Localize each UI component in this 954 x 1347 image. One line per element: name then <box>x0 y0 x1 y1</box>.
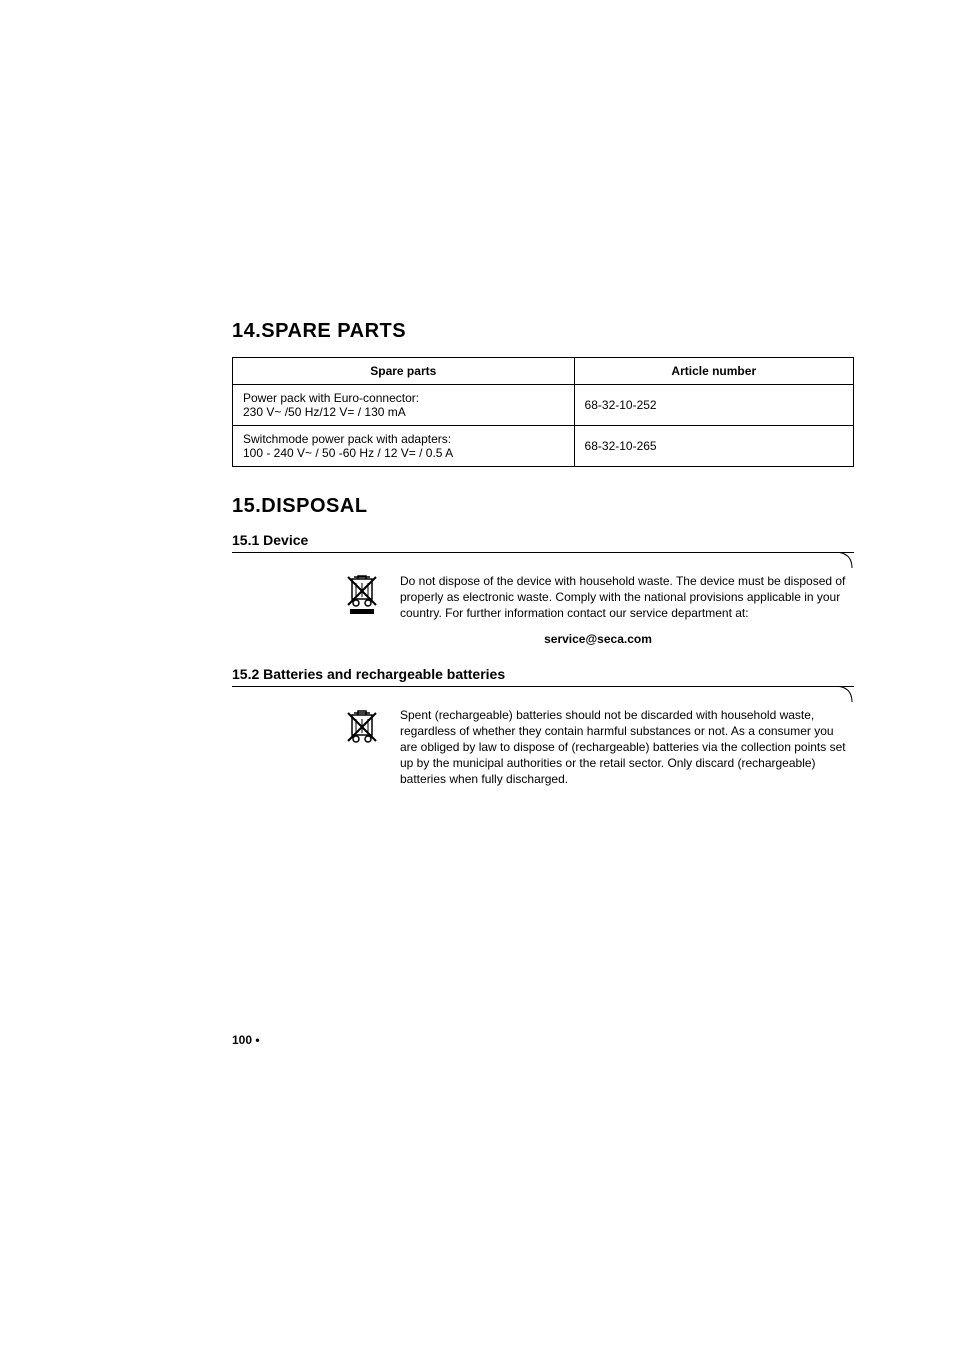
col-header-parts: Spare parts <box>233 358 575 385</box>
cell-part: Power pack with Euro-connector: 230 V~ /… <box>233 385 575 426</box>
heading-spare-parts: 14.SPARE PARTS <box>232 320 854 343</box>
service-email: service@seca.com <box>232 632 854 646</box>
cell-part: Switchmode power pack with adapters: 100… <box>233 426 575 467</box>
part-line1: Power pack with Euro-connector: <box>243 391 419 405</box>
heading-batteries: 15.2 Batteries and rechargeable batterie… <box>232 666 854 682</box>
table-row: Switchmode power pack with adapters: 100… <box>233 426 854 467</box>
cell-article: 68-32-10-252 <box>574 385 853 426</box>
spare-parts-table: Spare parts Article number Power pack wi… <box>232 357 854 467</box>
col-header-article: Article number <box>574 358 853 385</box>
cell-article: 68-32-10-265 <box>574 426 853 467</box>
device-block: Do not dispose of the device with househ… <box>342 573 854 622</box>
part-line2: 100 - 240 V~ / 50 -60 Hz / 12 V= / 0.5 A <box>243 446 453 460</box>
weee-icon <box>342 573 382 615</box>
device-text: Do not dispose of the device with househ… <box>400 573 854 622</box>
heading-disposal: 15.DISPOSAL <box>232 495 854 518</box>
rule-curve <box>232 553 854 567</box>
weee-bin-icon <box>342 707 382 749</box>
part-line2: 230 V~ /50 Hz/12 V= / 130 mA <box>243 405 406 419</box>
part-line1: Switchmode power pack with adapters: <box>243 432 451 446</box>
heading-device: 15.1 Device <box>232 532 854 548</box>
rule-curve <box>232 687 854 701</box>
batteries-block: Spent (rechargeable) batteries should no… <box>342 707 854 788</box>
batteries-text: Spent (rechargeable) batteries should no… <box>400 707 854 788</box>
table-row: Power pack with Euro-connector: 230 V~ /… <box>233 385 854 426</box>
page-number: 100 • <box>232 1033 260 1047</box>
table-header-row: Spare parts Article number <box>233 358 854 385</box>
